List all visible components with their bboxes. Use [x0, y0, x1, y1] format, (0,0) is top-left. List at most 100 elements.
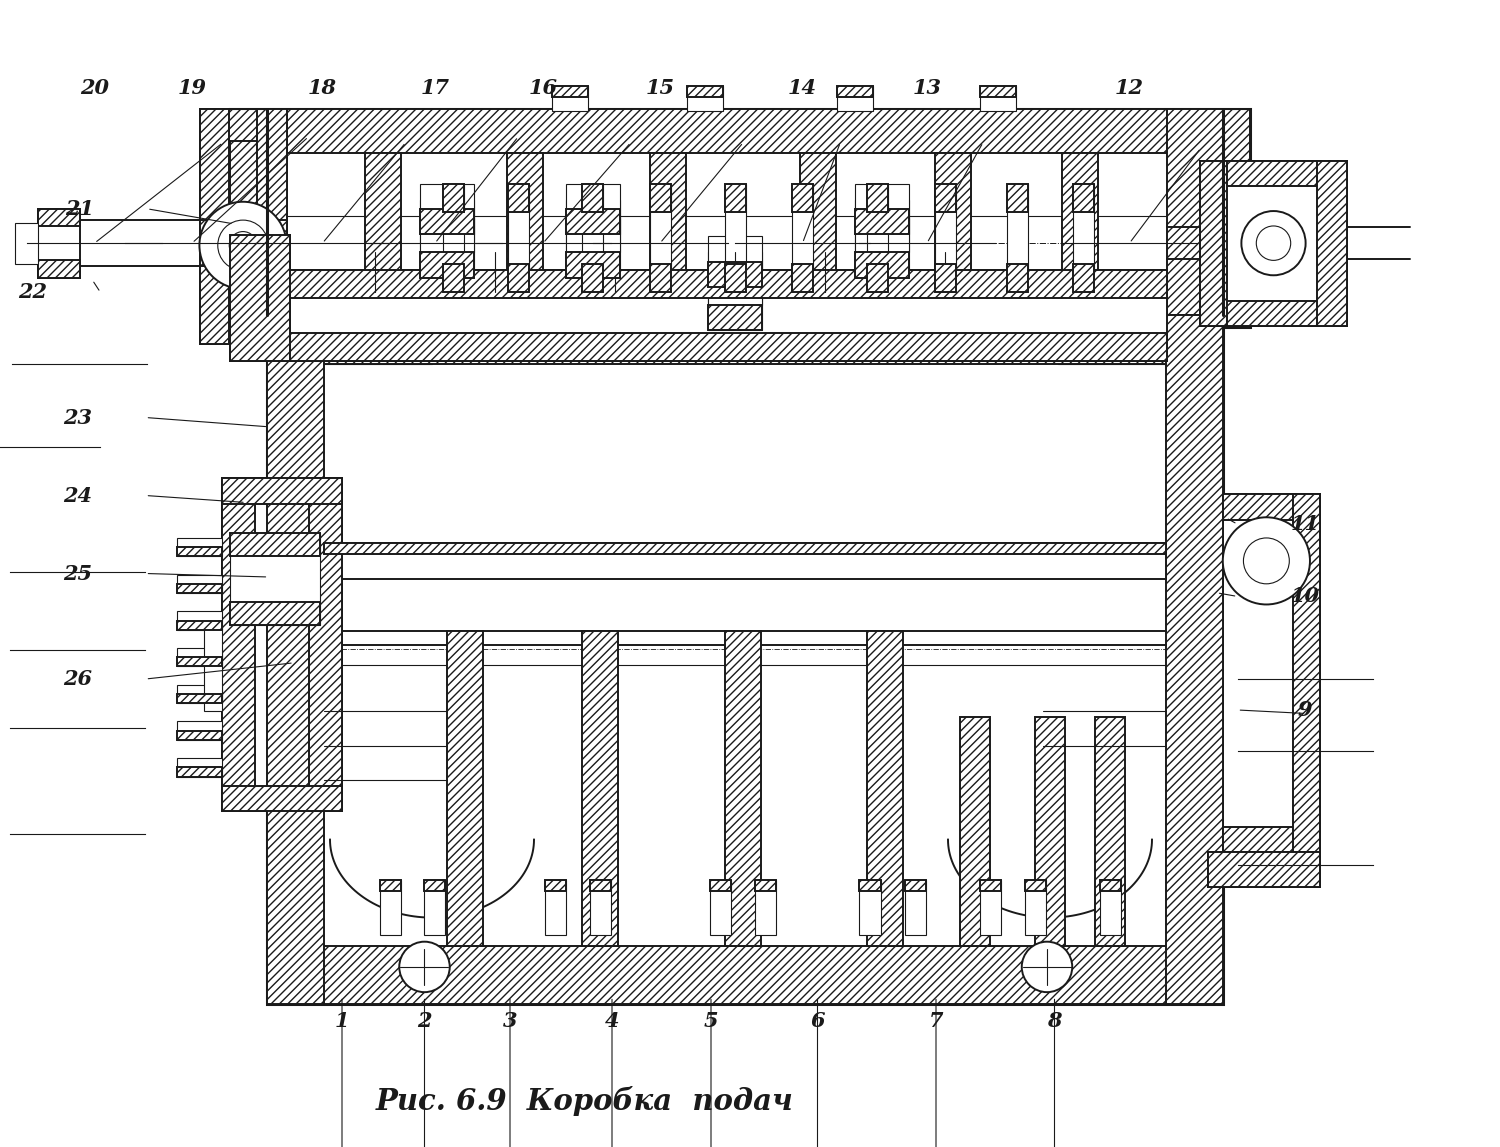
Circle shape: [230, 232, 256, 259]
Bar: [420, 218, 474, 252]
Bar: [1208, 852, 1320, 887]
Text: 5: 5: [704, 1011, 718, 1031]
Bar: [424, 880, 445, 891]
Bar: [177, 584, 222, 593]
Bar: [177, 721, 222, 740]
Bar: [1222, 827, 1320, 852]
Bar: [267, 315, 1222, 1004]
Text: 25: 25: [63, 563, 93, 584]
Circle shape: [1244, 538, 1290, 584]
Bar: [286, 333, 1167, 361]
Bar: [980, 880, 1000, 891]
Bar: [200, 109, 230, 344]
Bar: [1095, 717, 1125, 946]
Bar: [724, 184, 746, 212]
Bar: [566, 209, 620, 234]
Bar: [204, 627, 222, 711]
Bar: [582, 264, 603, 292]
Bar: [177, 575, 222, 593]
Bar: [509, 264, 530, 292]
Bar: [1222, 494, 1320, 852]
Bar: [1222, 494, 1320, 520]
Bar: [15, 223, 38, 264]
Bar: [1200, 301, 1347, 326]
Bar: [710, 880, 730, 891]
Text: 15: 15: [645, 78, 675, 99]
Bar: [177, 694, 222, 703]
Bar: [650, 264, 670, 292]
Bar: [177, 547, 222, 556]
Text: 24: 24: [63, 485, 93, 506]
Text: 16: 16: [528, 78, 558, 99]
Bar: [420, 252, 474, 278]
Bar: [177, 611, 222, 630]
Text: Рис. 6.9  Коробка  подач: Рис. 6.9 Коробка подач: [376, 1086, 794, 1116]
Bar: [380, 880, 400, 891]
Bar: [837, 86, 873, 97]
Text: 1: 1: [334, 1011, 350, 1031]
Bar: [1024, 880, 1045, 891]
Bar: [200, 109, 286, 344]
Bar: [200, 109, 286, 141]
Bar: [507, 153, 543, 292]
Bar: [855, 184, 909, 278]
Bar: [708, 305, 762, 330]
Text: 13: 13: [912, 78, 942, 99]
Text: 26: 26: [63, 669, 93, 689]
Bar: [855, 252, 909, 278]
Text: 11: 11: [1290, 514, 1320, 535]
Bar: [1028, 952, 1066, 982]
Bar: [960, 717, 990, 946]
Text: 3: 3: [503, 1011, 518, 1031]
Text: 20: 20: [80, 78, 110, 99]
Bar: [566, 200, 620, 234]
Bar: [424, 880, 445, 935]
Bar: [867, 264, 888, 292]
Bar: [286, 270, 1167, 361]
Bar: [710, 880, 730, 935]
Bar: [222, 478, 342, 811]
Bar: [222, 478, 255, 811]
Bar: [230, 533, 320, 625]
Bar: [256, 109, 286, 344]
Bar: [934, 184, 956, 212]
Text: 4: 4: [604, 1011, 619, 1031]
Bar: [1072, 184, 1094, 292]
Bar: [177, 657, 222, 666]
Text: 14: 14: [788, 78, 818, 99]
Bar: [267, 315, 324, 1004]
Bar: [222, 478, 342, 504]
Bar: [1166, 315, 1222, 1004]
Bar: [724, 184, 746, 292]
Bar: [286, 270, 1167, 298]
Bar: [859, 880, 880, 891]
Bar: [1072, 264, 1094, 292]
Bar: [230, 109, 286, 327]
Bar: [447, 631, 483, 946]
Bar: [855, 218, 909, 252]
Bar: [1024, 880, 1045, 935]
Bar: [364, 153, 400, 292]
Bar: [754, 880, 776, 935]
Bar: [1007, 184, 1028, 212]
Bar: [324, 543, 1166, 579]
Bar: [509, 184, 530, 212]
Bar: [934, 153, 970, 292]
Text: 8: 8: [1047, 1011, 1062, 1031]
Bar: [867, 184, 888, 292]
Circle shape: [200, 202, 286, 289]
Circle shape: [217, 220, 268, 271]
Bar: [980, 86, 1016, 97]
Bar: [177, 767, 222, 777]
Bar: [442, 184, 464, 292]
Bar: [1293, 494, 1320, 852]
Text: 18: 18: [308, 78, 338, 99]
Bar: [552, 86, 588, 111]
Bar: [708, 271, 762, 305]
Bar: [230, 109, 1250, 153]
Bar: [1035, 717, 1065, 946]
Bar: [934, 264, 956, 292]
Bar: [1200, 161, 1347, 326]
Bar: [980, 880, 1000, 935]
Bar: [38, 209, 80, 278]
